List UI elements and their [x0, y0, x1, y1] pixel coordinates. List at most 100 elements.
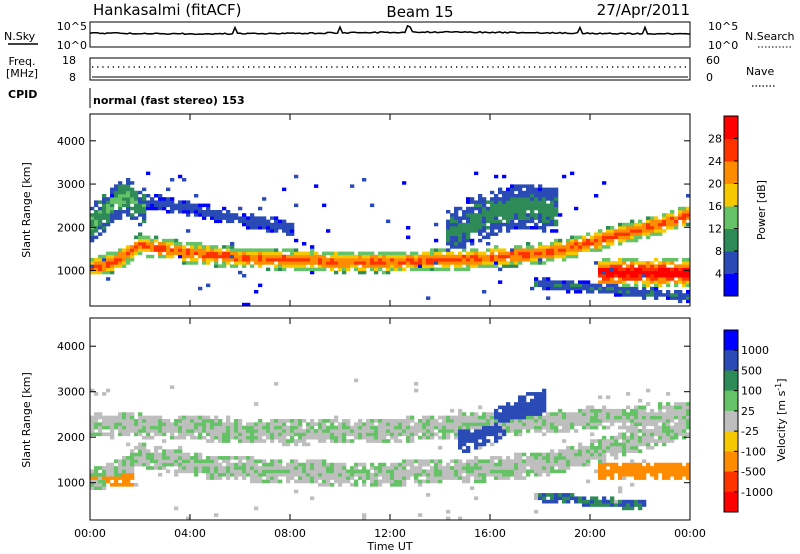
vel-cell-1838: [618, 425, 623, 430]
vel-cell-183: [142, 435, 147, 440]
power-cell-856: [454, 267, 459, 272]
vel-cell-1873: [626, 442, 631, 447]
vel-cell-448: [226, 435, 231, 440]
velocity-colorbar-label-6: -500: [741, 466, 766, 479]
vel-cell-2046: [666, 425, 671, 430]
vel-cell-550: [258, 432, 263, 437]
vel-cell-7: [90, 429, 95, 433]
power-cell-467: [246, 251, 251, 256]
vel-cell-1659: [578, 459, 583, 464]
vel-cell-716: [310, 429, 315, 433]
vel-cell-1423: [518, 405, 523, 410]
vel-cell-523: [250, 432, 255, 437]
vel-cell-1553: [550, 499, 555, 504]
vel-cell-376: [206, 466, 211, 470]
vel-cell-1507: [538, 422, 543, 427]
vel-cell-576: [266, 422, 271, 427]
power-cell-1436: [594, 235, 599, 240]
power-cell-773: [410, 251, 415, 256]
power-cell-1360: [562, 254, 567, 259]
vel-cell-421: [218, 456, 223, 460]
power-cell-1394: [574, 238, 579, 243]
vel-cell-711: [310, 466, 315, 470]
power-cell-874: [458, 267, 463, 272]
power-cell-625: [314, 251, 319, 256]
vel-cell-2032: [662, 422, 667, 427]
power-cell-1602: [638, 293, 643, 297]
vel-cell-1512: [538, 405, 543, 410]
vel-cell-913: [374, 419, 379, 423]
vel-cell-896: [370, 435, 375, 440]
vel-cell-1994: [654, 472, 659, 477]
power-cell-224: [146, 206, 151, 211]
vel-cell-2081: [674, 408, 679, 413]
vel-cell-645: [290, 462, 295, 467]
vel-cell-2064: [670, 419, 675, 423]
vel-cell-638: [286, 429, 291, 433]
vel-cell-1739: [598, 462, 603, 467]
vel-cell-914: [378, 482, 383, 487]
power-cell-524: [266, 219, 271, 224]
vel-cell-712: [310, 462, 315, 467]
vel-cell-1106: [438, 472, 443, 477]
vel-cell-1325: [494, 419, 499, 423]
power-cell-1472: [606, 283, 611, 288]
power-cell-999: [486, 258, 491, 262]
power-cell-1162: [518, 184, 523, 188]
power-cell-1612: [638, 229, 643, 233]
power-cell-1438: [594, 194, 599, 198]
power-cell-219: [146, 248, 151, 252]
vel-cell-1551: [546, 415, 551, 420]
power-cell-1129: [514, 248, 519, 252]
vel-cell-1966: [646, 466, 651, 470]
vel-cell-1276: [482, 442, 487, 447]
power-cell-1149: [518, 226, 523, 230]
vel-cell-1229: [470, 419, 475, 423]
vel-cell-575: [266, 425, 271, 430]
power-cell-1238: [538, 280, 543, 284]
vel-cell-1171: [458, 462, 463, 467]
vel-cell-262: [170, 456, 175, 460]
vel-cell-824: [346, 479, 351, 484]
vel-cell-1708: [590, 442, 595, 447]
power-cell-567: [286, 258, 291, 262]
vel-cell-453: [226, 419, 231, 423]
vel-cell-360: [198, 422, 203, 427]
vel-cell-1807: [610, 412, 615, 416]
vel-cell-472: [234, 432, 239, 437]
vel-cell-2085: [678, 472, 683, 477]
power-cell-673: [346, 254, 351, 259]
power-cell-1319: [550, 203, 555, 208]
power-cell-822: [442, 258, 447, 262]
power-cell-193: [138, 235, 143, 240]
vel-cell-747: [322, 476, 327, 480]
vel-cell-1590: [558, 452, 563, 457]
power-cell-150: [126, 210, 131, 214]
power-cell-1596: [634, 238, 639, 243]
vel-cell-1485: [534, 425, 539, 430]
power-cell-426: [230, 254, 235, 259]
power-cell-263: [162, 200, 167, 204]
power-cell-566: [286, 261, 291, 265]
power-cell-973: [478, 210, 483, 214]
power-cell-525: [270, 261, 275, 265]
vel-cell-440: [226, 476, 231, 480]
vel-cell-585: [270, 435, 275, 440]
vel-cell-1526: [542, 432, 547, 437]
power-cell-1212: [530, 200, 535, 204]
vel-cell-600: [274, 429, 279, 433]
vel-cell-855: [358, 476, 363, 480]
vel-cell-629: [286, 479, 291, 484]
vel-cell-1018: [410, 469, 415, 474]
vel-cell-518: [250, 462, 255, 467]
power-cell-1282: [546, 296, 551, 300]
vel-cell-918: [378, 466, 383, 470]
power-cell-311: [182, 206, 187, 211]
power-cell-1079: [502, 206, 507, 211]
vel-cell-92: [118, 466, 123, 470]
power-cell-32: [98, 264, 103, 268]
vel-cell-452: [226, 422, 231, 427]
power-cell-1623: [642, 270, 647, 275]
power-cell-798: [430, 267, 435, 272]
